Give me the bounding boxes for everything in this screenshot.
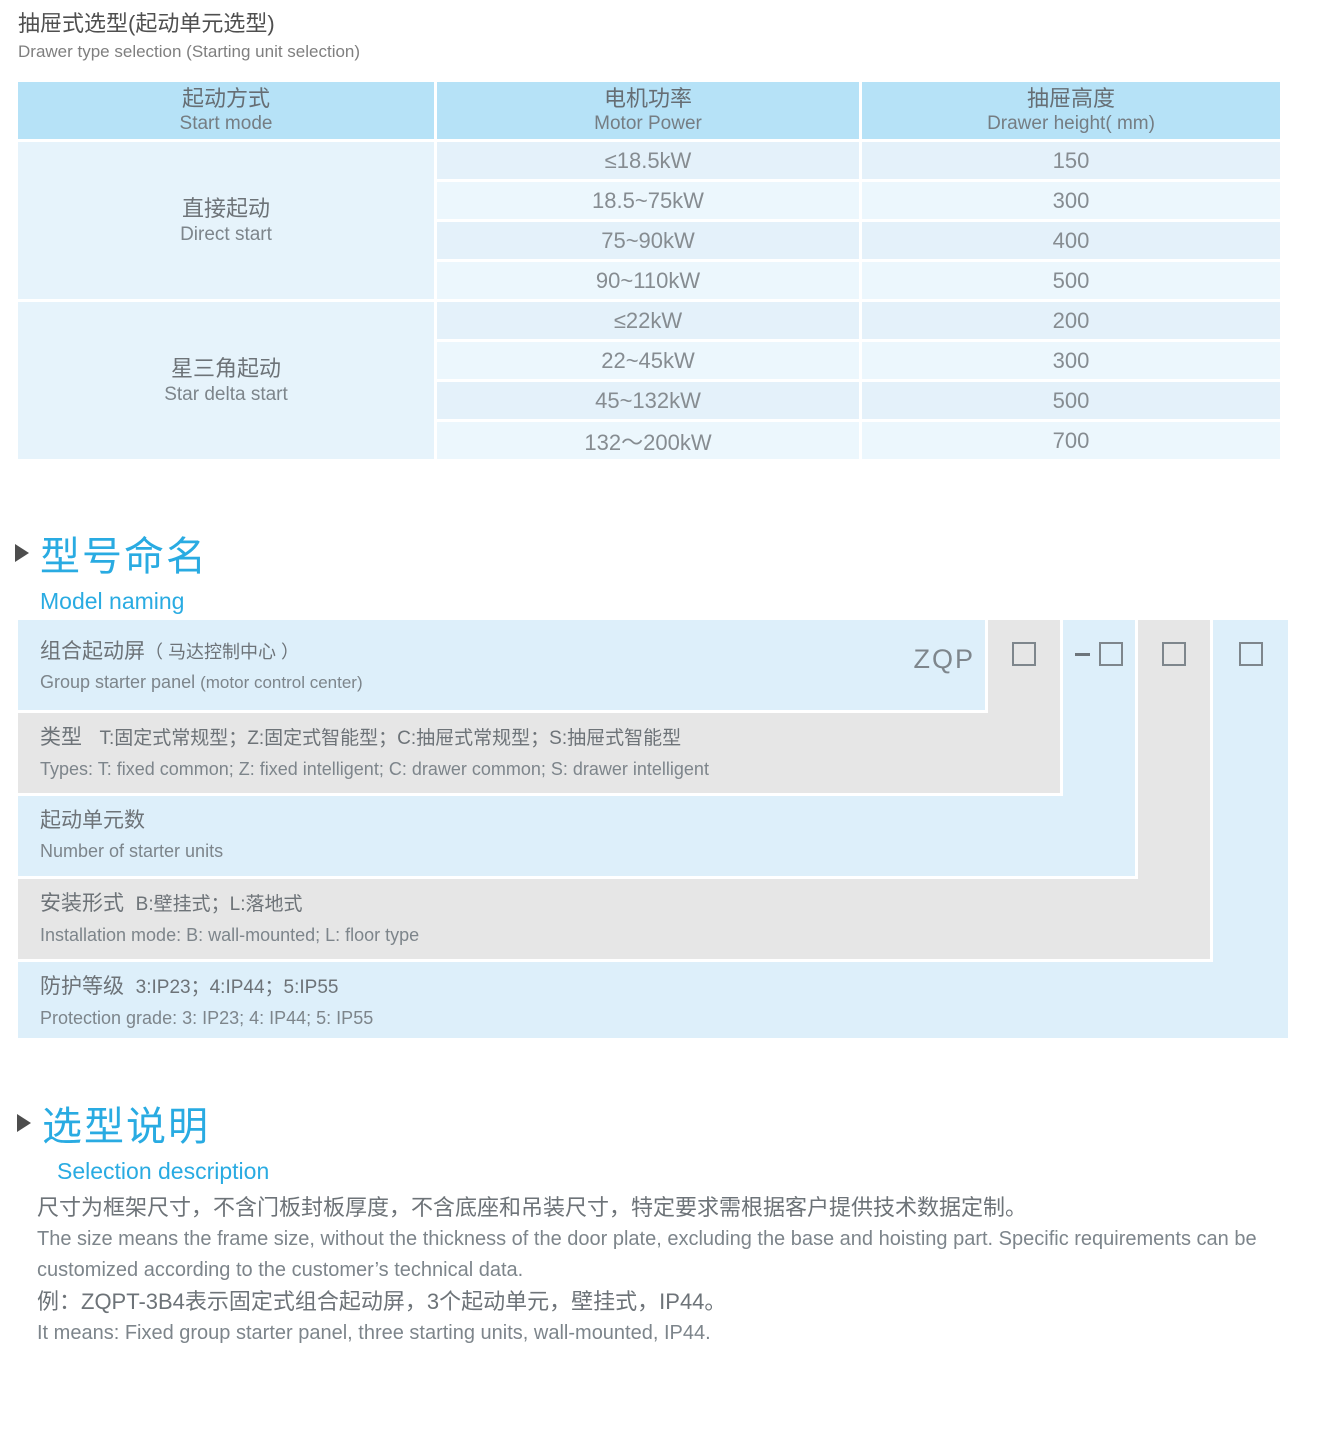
code-placeholder-box bbox=[1238, 642, 1263, 666]
table-row: 90~110kW 500 bbox=[18, 262, 1280, 299]
col-header-motor-power: 电机功率 Motor Power bbox=[437, 82, 859, 139]
section-title-en: Model naming bbox=[40, 588, 185, 614]
power-cell: 75~90kW bbox=[437, 222, 859, 259]
table-row: 75~90kW 400 bbox=[18, 222, 1280, 259]
section-title-zh: 选型说明 bbox=[42, 1105, 210, 1149]
height-cell: 700 bbox=[862, 422, 1280, 459]
row-label-zh: 起动单元数 bbox=[40, 809, 145, 832]
row-label-en: Types: T: fixed common; Z: fixed intelli… bbox=[40, 759, 709, 779]
triangle-marker-icon bbox=[17, 1114, 31, 1132]
height-cell: 300 bbox=[862, 182, 1280, 219]
code-placeholder-box bbox=[1012, 642, 1036, 666]
power-cell: ≤22kW bbox=[437, 302, 859, 339]
row-text: 安装形式 B:壁挂式；L:落地式 Installation mode: B: w… bbox=[40, 889, 419, 950]
description-line-zh: 尺寸为框架尺寸，不含门板封板厚度，不含底座和吊装尺寸，特定要求需根据客户提供技术… bbox=[37, 1195, 1028, 1220]
selection-description-text: 尺寸为框架尺寸，不含门板封板厚度，不含底座和吊装尺寸，特定要求需根据客户提供技术… bbox=[37, 1192, 1289, 1349]
power-cell: 22~45kW bbox=[437, 342, 859, 379]
power-cell: ≤18.5kW bbox=[437, 142, 859, 179]
table-row: 22~45kW 300 bbox=[18, 342, 1280, 379]
table-row: 18.5~75kW 300 bbox=[18, 182, 1280, 219]
table-row: 星三角起动 Star delta start ≤22kW 200 bbox=[18, 302, 1280, 459]
height-cell: 500 bbox=[862, 382, 1280, 419]
table-row: 132～200kW 700 bbox=[18, 422, 1280, 459]
diagram-column-installation bbox=[1138, 620, 1210, 959]
col-header-en: Motor Power bbox=[594, 113, 702, 134]
mode-label-en: Star delta start bbox=[164, 383, 288, 405]
power-cell: 90~110kW bbox=[437, 262, 859, 299]
col-header-zh: 抽屉高度 bbox=[1026, 86, 1115, 111]
height-cell: 200 bbox=[862, 302, 1280, 339]
col-header-drawer-height: 抽屉高度 Drawer height( mm) bbox=[862, 82, 1280, 139]
model-code-prefix: ZQP bbox=[913, 644, 975, 674]
diagram-row-group-starter-panel: 组合起动屏（ 马达控制中心 ） Group starter panel (mot… bbox=[18, 620, 985, 710]
diagram-row-installation-mode: 安装形式 B:壁挂式；L:落地式 Installation mode: B: w… bbox=[18, 879, 1210, 959]
start-mode-cell-direct: 直接起动 Direct start bbox=[18, 142, 434, 299]
diagram-row-starter-units: 起动单元数 Number of starter units bbox=[18, 796, 1135, 876]
mode-label-zh: 直接起动 bbox=[181, 195, 270, 221]
row-text: 防护等级 3:IP23；4:IP44；5:IP55 Protection gra… bbox=[40, 972, 373, 1033]
section-heading-model-naming: 型号命名 Model naming bbox=[15, 524, 208, 615]
row-label-zh: 防护等级 3:IP23；4:IP44；5:IP55 bbox=[40, 975, 339, 998]
row-text: 类型 T:固定式常规型；Z:固定式智能型；C:抽屉式常规型；S:抽屉式智能型 T… bbox=[40, 723, 709, 784]
mode-label-zh: 星三角起动 bbox=[170, 355, 281, 381]
mode-label-en: Direct start bbox=[180, 223, 272, 245]
col-header-zh: 起动方式 bbox=[181, 86, 270, 111]
section-title-en: Selection description bbox=[57, 1158, 270, 1184]
height-cell: 500 bbox=[862, 262, 1280, 299]
col-header-zh: 电机功率 bbox=[603, 86, 692, 111]
page-title-en: Drawer type selection (Starting unit sel… bbox=[18, 42, 361, 61]
height-cell: 400 bbox=[862, 222, 1280, 259]
power-cell: 132～200kW bbox=[437, 422, 859, 459]
height-cell: 300 bbox=[862, 342, 1280, 379]
code-placeholder-box bbox=[1099, 642, 1123, 666]
selection-table: 起动方式 Start mode 电机功率 Motor Power 抽屉高度 Dr… bbox=[15, 79, 1283, 462]
model-naming-diagram: 组合起动屏（ 马达控制中心 ） Group starter panel (mot… bbox=[18, 620, 1288, 1038]
triangle-marker-icon bbox=[15, 544, 29, 562]
diagram-row-protection-grade: 防护等级 3:IP23；4:IP44；5:IP55 Protection gra… bbox=[18, 962, 1288, 1038]
section-title-zh: 型号命名 bbox=[40, 535, 208, 579]
row-text: 起动单元数 Number of starter units bbox=[40, 806, 223, 866]
start-mode-cell-star-delta: 星三角起动 Star delta start bbox=[18, 302, 434, 459]
row-label-en: Installation mode: B: wall-mounted; L: f… bbox=[40, 925, 420, 945]
table-row: 45~132kW 500 bbox=[18, 382, 1280, 419]
example-line-zh: 例：ZQPT-3B4表示固定式组合起动屏，3个起动单元，壁挂式，IP44。 bbox=[37, 1289, 727, 1314]
diagram-row-types: 类型 T:固定式常规型；Z:固定式智能型；C:抽屉式常规型；S:抽屉式智能型 T… bbox=[18, 713, 1060, 793]
code-dash bbox=[1075, 653, 1090, 656]
row-text: 组合起动屏（ 马达控制中心 ） Group starter panel (mot… bbox=[40, 637, 363, 698]
height-cell: 150 bbox=[862, 142, 1280, 179]
row-label-zh: 组合起动屏（ 马达控制中心 ） bbox=[40, 640, 300, 663]
code-placeholder-box bbox=[1162, 642, 1186, 666]
diagram-column-units bbox=[1063, 620, 1135, 876]
col-header-en: Drawer height( mm) bbox=[987, 113, 1155, 134]
power-cell: 45~132kW bbox=[437, 382, 859, 419]
col-header-start-mode: 起动方式 Start mode bbox=[18, 82, 434, 139]
col-header-en: Start mode bbox=[179, 113, 273, 134]
table-row: 直接起动 Direct start ≤18.5kW 150 bbox=[18, 142, 1280, 299]
page-title-zh: 抽屉式选型(起动单元选型) bbox=[18, 11, 275, 36]
row-label-en: Number of starter units bbox=[40, 841, 224, 861]
table-header-row: 起动方式 Start mode 电机功率 Motor Power 抽屉高度 Dr… bbox=[18, 82, 1280, 139]
row-label-zh: 类型 T:固定式常规型；Z:固定式智能型；C:抽屉式常规型；S:抽屉式智能型 bbox=[40, 726, 682, 749]
example-line-en: It means: Fixed group starter panel, thr… bbox=[37, 1322, 711, 1344]
power-cell: 18.5~75kW bbox=[437, 182, 859, 219]
doc-header: 抽屉式选型(起动单元选型) Drawer type selection (Sta… bbox=[18, 10, 360, 64]
description-line-en: The size means the frame size, without t… bbox=[37, 1228, 1257, 1281]
row-label-zh: 安装形式 B:壁挂式；L:落地式 bbox=[40, 892, 303, 915]
diagram-column-type bbox=[988, 620, 1060, 793]
row-label-en: Group starter panel (motor control cente… bbox=[40, 672, 363, 692]
section-heading-selection-description: 选型说明 Selection description bbox=[17, 1094, 269, 1185]
row-label-en: Protection grade: 3: IP23; 4: IP44; 5: I… bbox=[40, 1008, 374, 1028]
diagram-column-protection bbox=[1213, 620, 1288, 1038]
